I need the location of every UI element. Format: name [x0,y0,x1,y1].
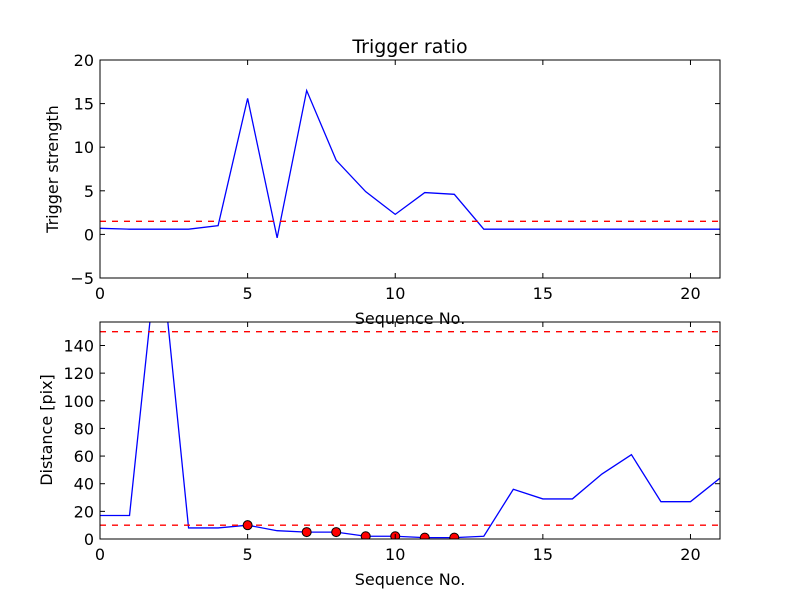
y-tick-label: 100 [63,392,94,411]
y-axis-label: Distance [pix] [37,374,56,486]
x-tick-label: 5 [243,284,253,303]
x-tick-label: 15 [533,545,553,564]
x-tick-label: 5 [243,545,253,564]
y-tick-label: 80 [74,419,94,438]
axes-frame [99,321,721,540]
y-tick-label: 0 [84,530,94,549]
trigger-ratio-panel: Trigger ratio Trigger strength Sequence … [43,36,721,328]
x-tick-label: 0 [95,545,105,564]
data-point-3 [360,531,371,539]
x-tick-label: 15 [533,284,553,303]
x-tick-label: 10 [385,545,405,564]
y-tick-label: 10 [74,138,94,157]
y-tick-label: 5 [84,182,94,201]
plot-area: 0 5 10 15 20 0 20 40 60 80 100 120 140 [63,321,721,564]
x-tick-label: 0 [95,284,105,303]
x-tick-label: 20 [680,545,700,564]
x-axis-label: Sequence No. [355,570,466,589]
distance-panel: Distance [pix] Sequence No. 0 5 10 15 20 0 20 4… [37,321,721,589]
plot-clip [100,88,720,239]
y-tick-label: 40 [74,475,94,494]
data-point-2 [331,527,342,538]
data-point-0 [242,520,253,531]
y-tick-label: 20 [74,51,94,70]
chart-title: Trigger ratio [351,36,467,58]
series-line-0 [100,88,720,239]
x-axis-label: Sequence No. [355,309,466,328]
y-tick-label: 15 [74,95,94,114]
data-point-6 [449,532,460,539]
data-point-5 [419,532,430,539]
y-tick-label: 120 [63,364,94,383]
y-tick-label: −5 [70,269,94,288]
series-line-0 [100,322,720,539]
axes-frame [99,59,721,279]
y-tick-label: 20 [74,502,94,521]
y-tick-label: 60 [74,447,94,466]
x-tick-label: 20 [680,284,700,303]
data-point-1 [301,527,312,538]
y-tick-label: 140 [63,336,94,355]
plot-clip [100,322,720,539]
y-axis-label: Trigger strength [43,105,62,234]
y-tick-label: 0 [84,225,94,244]
x-tick-label: 10 [385,284,405,303]
